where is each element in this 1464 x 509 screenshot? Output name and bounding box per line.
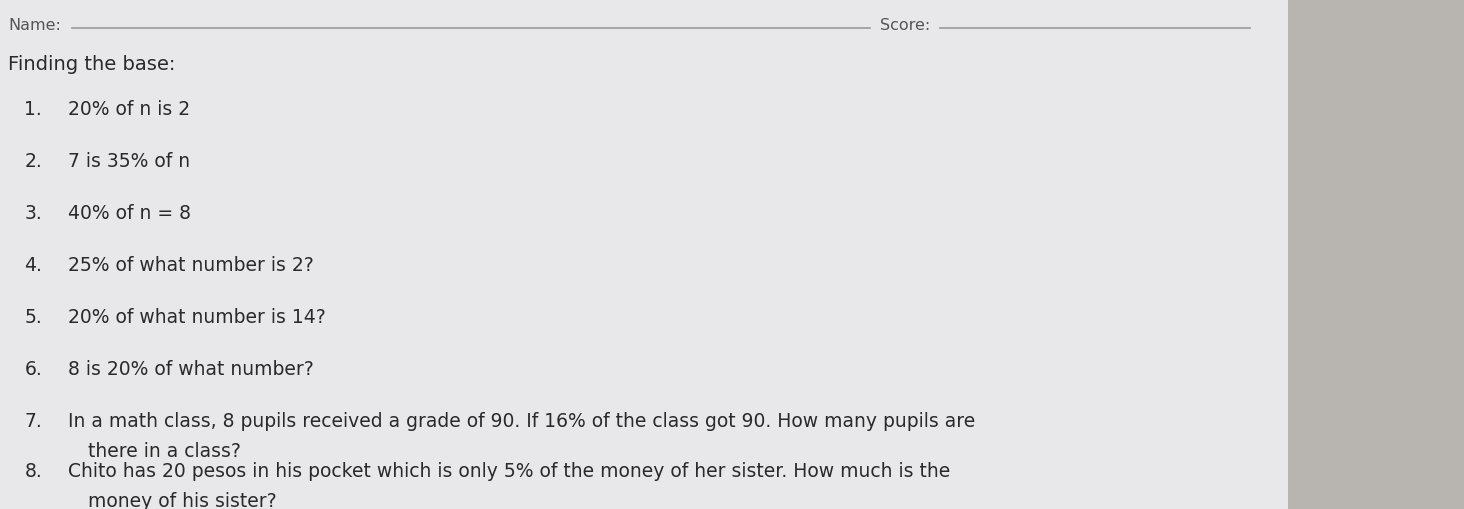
Text: 5.: 5. (25, 308, 42, 327)
Text: 6.: 6. (25, 360, 42, 379)
Text: 1.: 1. (25, 100, 42, 119)
Text: Finding the base:: Finding the base: (7, 55, 176, 74)
Text: 20% of what number is 14?: 20% of what number is 14? (67, 308, 326, 327)
Text: 3.: 3. (25, 204, 42, 223)
Text: 8.: 8. (25, 462, 42, 481)
Text: 20% of n is 2: 20% of n is 2 (67, 100, 190, 119)
Text: 2.: 2. (25, 152, 42, 171)
Text: Score:: Score: (880, 18, 930, 33)
Text: 25% of what number is 2?: 25% of what number is 2? (67, 256, 313, 275)
Text: Chito has 20 pesos in his pocket which is only 5% of the money of her sister. Ho: Chito has 20 pesos in his pocket which i… (67, 462, 950, 481)
Text: 4.: 4. (23, 256, 42, 275)
Text: 7 is 35% of n: 7 is 35% of n (67, 152, 190, 171)
Text: 7.: 7. (25, 412, 42, 431)
Text: 8 is 20% of what number?: 8 is 20% of what number? (67, 360, 313, 379)
Text: money of his sister?: money of his sister? (88, 492, 277, 509)
Text: 40% of n = 8: 40% of n = 8 (67, 204, 190, 223)
Bar (0, 0, 1288, 509)
Text: there in a class?: there in a class? (88, 442, 242, 461)
Text: In a math class, 8 pupils received a grade of 90. If 16% of the class got 90. Ho: In a math class, 8 pupils received a gra… (67, 412, 975, 431)
Text: Name:: Name: (7, 18, 61, 33)
